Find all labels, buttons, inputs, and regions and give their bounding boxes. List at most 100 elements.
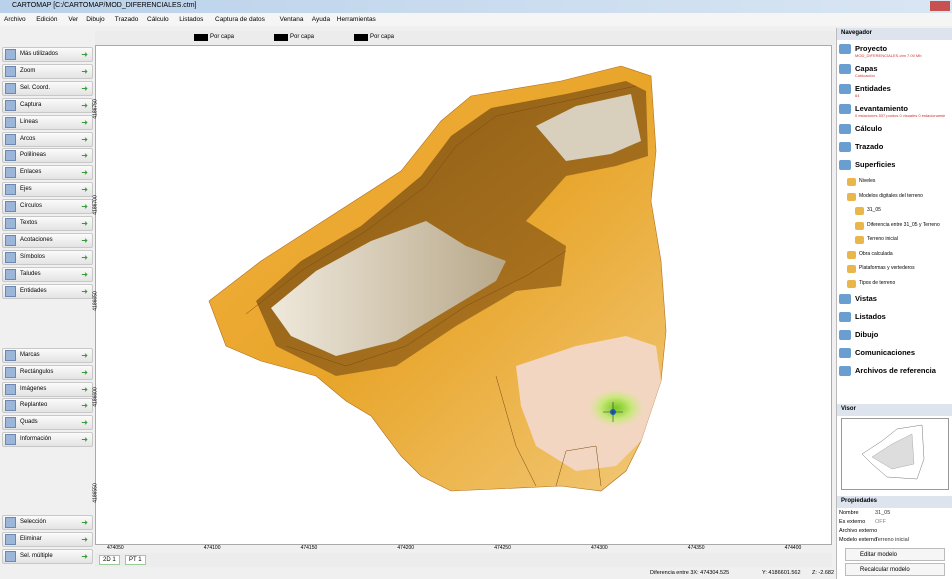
- tree-label: 31_05: [867, 207, 881, 213]
- tool-arrow: ➜: [81, 535, 88, 544]
- menu-item[interactable]: Captura de datos: [215, 16, 265, 23]
- x-axis-labels: 474050 474100 474150 474200 474250 474300 4743…: [95, 545, 832, 553]
- tree-item[interactable]: Diferencia entre 31_05 y Terreno: [855, 220, 951, 235]
- menu-item[interactable]: Ver: [68, 16, 79, 23]
- tree-item[interactable]: Proyecto MOD_DIFERENCIALES.ctm 7.00 Mb: [839, 42, 951, 62]
- menu-item[interactable]: Archivo: [4, 16, 26, 23]
- tree-item[interactable]: Obra calculada: [847, 249, 951, 264]
- tool-button[interactable]: Más utilizados ➜: [2, 47, 93, 62]
- tool-icon: [5, 534, 16, 545]
- tool-icon: [5, 268, 16, 280]
- tree-item[interactable]: 31_05: [855, 205, 951, 220]
- tree-item[interactable]: Listados: [839, 310, 951, 328]
- tree-icon: [855, 207, 864, 215]
- tool-button[interactable]: Sel. múltiple ➜: [2, 549, 93, 564]
- tool-label: Enlaces: [20, 169, 42, 176]
- tree-label: Listados: [855, 312, 886, 321]
- tool-button[interactable]: Selección ➜: [2, 515, 93, 530]
- tool-button[interactable]: Polilíneas ➜: [2, 148, 93, 164]
- tree-item[interactable]: Capas Cubicación: [839, 62, 951, 82]
- tree-item[interactable]: Superficies: [839, 158, 951, 176]
- tool-button[interactable]: Textos ➜: [2, 216, 93, 231]
- tree-item[interactable]: Tipos de terreno: [847, 278, 951, 293]
- tool-button[interactable]: Replanteo ➜: [2, 398, 93, 414]
- tree-icon: [839, 348, 851, 358]
- layer-select[interactable]: Por capa: [210, 34, 235, 40]
- tree-item[interactable]: Plataformas y vertederos: [847, 263, 951, 278]
- tree-label: Cálculo: [855, 124, 883, 133]
- tree-item[interactable]: Cálculo: [839, 122, 951, 140]
- tree-item[interactable]: Levantamiento 0 estaciones 537 puntos 0 v…: [839, 102, 951, 122]
- menu-item[interactable]: Trazado: [114, 16, 139, 23]
- tool-arrow: ➜: [81, 435, 88, 444]
- sheet-tab[interactable]: 2D 1: [99, 555, 120, 565]
- tool-button[interactable]: Rectángulos ➜: [2, 364, 93, 380]
- tool-arrow: ➜: [81, 117, 88, 127]
- tool-button[interactable]: Símbolos ➜: [2, 249, 93, 265]
- plateau: [271, 221, 506, 356]
- layer-select[interactable]: Por capa: [370, 34, 395, 40]
- tool-button[interactable]: Zoom ➜: [2, 63, 93, 79]
- tool-button[interactable]: Acotaciones ➜: [2, 232, 93, 248]
- prop-button[interactable]: Recalcular modelo: [845, 563, 945, 576]
- menu-item[interactable]: Ventana: [279, 16, 304, 23]
- tool-arrow: ➜: [81, 351, 88, 360]
- tool-button[interactable]: Líneas ➜: [2, 114, 93, 130]
- tool-button[interactable]: Información ➜: [2, 432, 93, 447]
- menu-item[interactable]: Ayuda: [311, 16, 331, 23]
- tree-icon: [839, 330, 851, 340]
- tree-item[interactable]: Dibujo: [839, 328, 951, 346]
- tool-label: Selección: [20, 519, 47, 525]
- tool-button[interactable]: Círculos ➜: [2, 199, 93, 215]
- tree-item[interactable]: Niveles: [847, 176, 951, 191]
- tree-item[interactable]: Modelos digitales del terreno: [847, 191, 951, 206]
- tree-item[interactable]: Archivos de referencia: [839, 364, 951, 382]
- layer-swatch: [274, 34, 288, 41]
- navigator-tree: Proyecto MOD_DIFERENCIALES.ctm 7.00 Mb Cap…: [837, 40, 952, 400]
- tree-label: Entidades: [855, 84, 891, 93]
- terrain-model: [208, 65, 667, 492]
- tree-icon: [847, 192, 856, 201]
- tree-item[interactable]: Trazado: [839, 140, 951, 158]
- x-coord-label: 474350: [687, 545, 705, 551]
- tool-button[interactable]: Quads ➜: [2, 415, 93, 431]
- tool-button[interactable]: Marcas ➜: [2, 348, 93, 363]
- prop-key: Es externo: [839, 519, 866, 525]
- tool-button[interactable]: Sel. Coord. ➜: [2, 80, 93, 96]
- tool-icon: [5, 251, 16, 263]
- status-field: Z: -2.682: [812, 570, 835, 576]
- tool-icon: [5, 417, 16, 429]
- tree-item[interactable]: Entidades 64: [839, 82, 951, 102]
- prop-button[interactable]: Editar modelo: [845, 548, 945, 561]
- left-toolbar: Más utilizados ➜ Zoom ➜ Sel. Coord. ➜ Captura ➜…: [0, 28, 95, 579]
- tool-button[interactable]: Ejes ➜: [2, 182, 93, 198]
- menu-item[interactable]: Dibujo: [86, 16, 105, 23]
- tool-button[interactable]: Taludes ➜: [2, 266, 93, 282]
- tool-arrow: ➜: [81, 66, 88, 76]
- menu-item[interactable]: Herramientas: [336, 16, 376, 23]
- tree-item[interactable]: Comunicaciones: [839, 346, 951, 364]
- tool-button[interactable]: Enlaces ➜: [2, 165, 93, 181]
- tool-button[interactable]: Captura ➜: [2, 97, 93, 113]
- tool-label: Quads: [20, 419, 38, 426]
- tool-arrow: ➜: [81, 286, 88, 296]
- menu-item[interactable]: Edición: [36, 16, 58, 23]
- sheet-tab[interactable]: PT 1: [125, 555, 146, 565]
- tree-item[interactable]: Terreno inicial: [855, 234, 951, 249]
- close-button[interactable]: [930, 1, 950, 11]
- tree-label: Tipos de terreno: [859, 279, 896, 286]
- x-coord-label: 474200: [397, 545, 415, 551]
- tool-button[interactable]: Eliminar ➜: [2, 532, 93, 547]
- layer-select[interactable]: Por capa: [290, 34, 315, 40]
- drawing-canvas[interactable]: 4186750 4186700 4186650 4186600 4186550: [93, 45, 832, 545]
- menu-item[interactable]: Cálculo: [147, 16, 169, 23]
- tool-label: Rectángulos: [20, 368, 54, 375]
- tool-label: Información: [20, 436, 52, 442]
- tree-label: Dibujo: [855, 330, 879, 339]
- tool-button[interactable]: Imágenes ➜: [2, 381, 93, 397]
- tree-item[interactable]: Vistas: [839, 292, 951, 310]
- menu-item[interactable]: Listados: [179, 16, 204, 23]
- tool-button[interactable]: Entidades ➜: [2, 283, 93, 299]
- tool-button[interactable]: Arcos ➜: [2, 131, 93, 147]
- tool-arrow: ➜: [81, 269, 88, 279]
